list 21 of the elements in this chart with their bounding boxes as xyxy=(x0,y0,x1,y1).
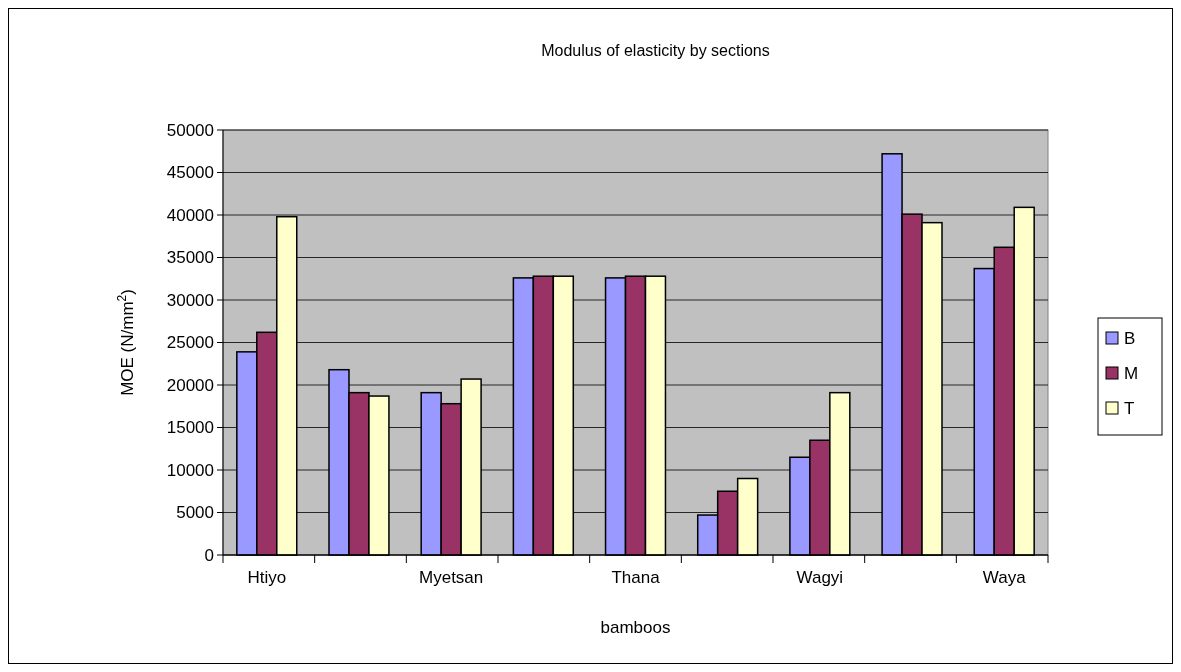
y-tick-label: 15000 xyxy=(166,418,214,438)
x-tick-label: Thana xyxy=(611,568,661,587)
y-tick-label: 35000 xyxy=(166,248,214,268)
legend-label: B xyxy=(1124,328,1136,348)
y-tick-label: 45000 xyxy=(166,163,214,183)
y-tick-label: 0 xyxy=(204,545,214,565)
chart-title: Modulus of elasticity by sections xyxy=(541,42,770,59)
y-tick-label: 50000 xyxy=(166,120,214,140)
y-tick-label: 30000 xyxy=(166,290,214,310)
x-tick-label: Wagyi xyxy=(796,568,844,587)
y-tick-label: 10000 xyxy=(166,460,214,480)
x-tick-label: Myetsan xyxy=(419,568,484,587)
y-tick-label: 40000 xyxy=(166,205,214,225)
y-tick-label: 5000 xyxy=(176,503,214,523)
legend-label: M xyxy=(1124,363,1139,383)
x-axis-title: bamboos xyxy=(600,618,671,637)
y-tick-label: 20000 xyxy=(166,375,214,395)
x-tick-label: Waya xyxy=(982,568,1027,587)
y-tick-label: 25000 xyxy=(166,333,214,353)
legend-label: T xyxy=(1124,398,1135,418)
x-tick-label: Htiyo xyxy=(247,568,287,587)
